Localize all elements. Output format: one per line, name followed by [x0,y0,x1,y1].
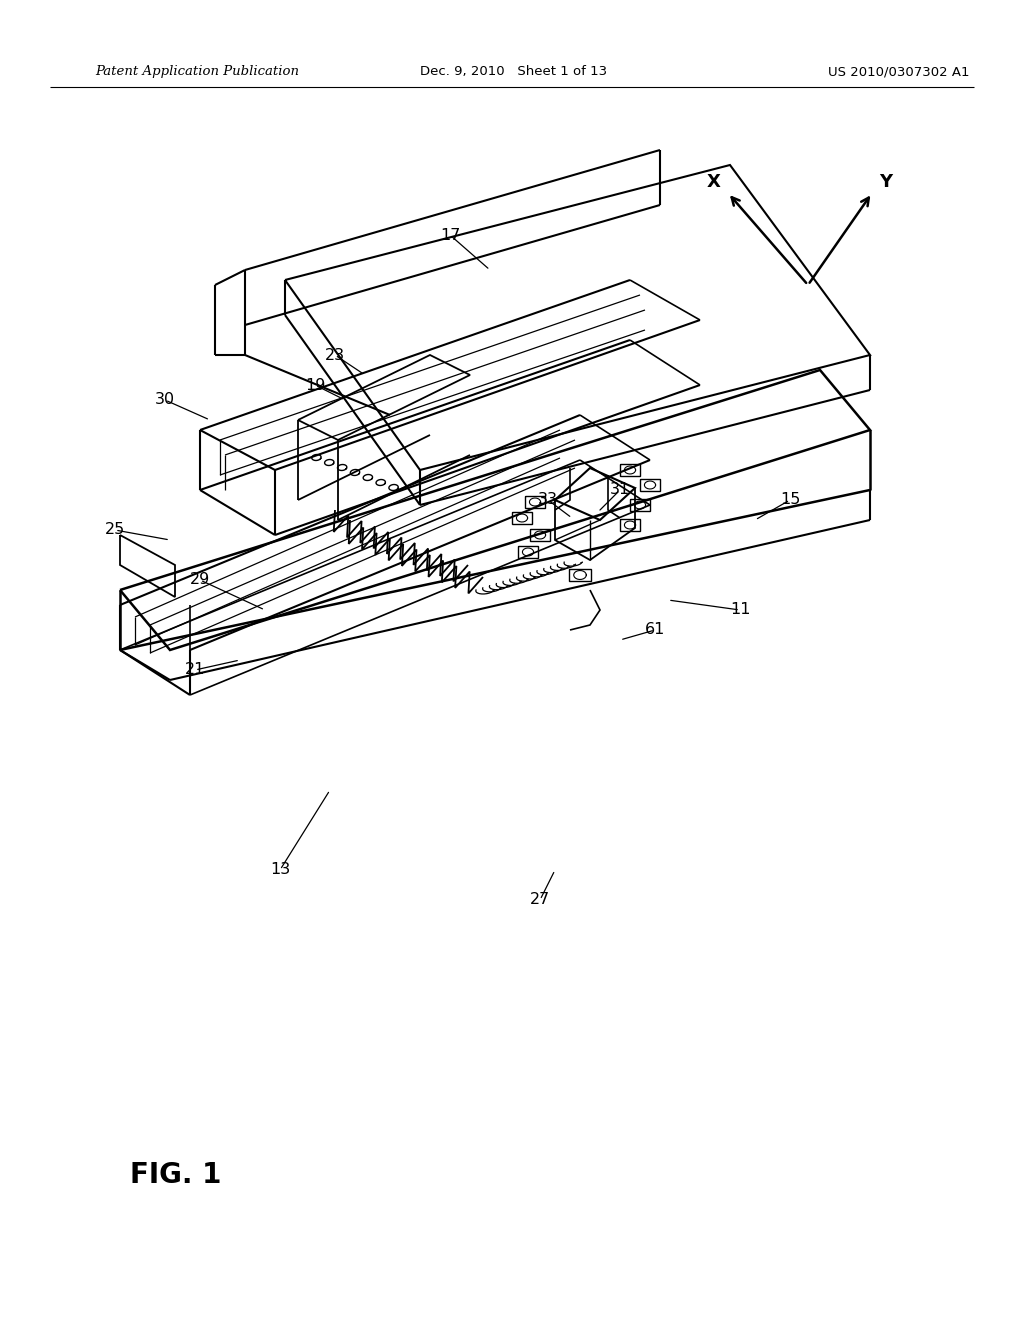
Text: 25: 25 [104,523,125,537]
Text: 31: 31 [610,483,630,498]
Text: 23: 23 [325,347,345,363]
Text: 21: 21 [184,663,205,677]
Text: FIG. 1: FIG. 1 [130,1162,221,1189]
Text: X: X [707,173,721,191]
Text: 17: 17 [440,227,460,243]
Text: 13: 13 [270,862,290,878]
Text: 61: 61 [645,623,666,638]
Text: 11: 11 [730,602,751,618]
Text: Dec. 9, 2010   Sheet 1 of 13: Dec. 9, 2010 Sheet 1 of 13 [420,66,607,78]
Text: Y: Y [880,173,893,191]
Text: 19: 19 [305,378,326,392]
Text: 15: 15 [780,492,800,507]
Text: 27: 27 [529,892,550,908]
Text: Patent Application Publication: Patent Application Publication [95,66,299,78]
Text: 30: 30 [155,392,175,408]
Text: US 2010/0307302 A1: US 2010/0307302 A1 [828,66,970,78]
Text: 33: 33 [538,492,558,507]
Text: 29: 29 [189,573,210,587]
